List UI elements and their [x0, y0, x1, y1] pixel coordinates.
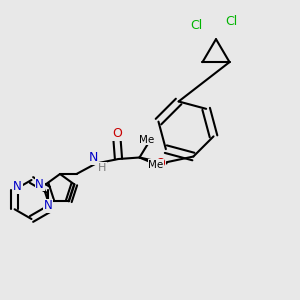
Text: N: N [44, 199, 52, 212]
Text: N: N [88, 151, 98, 164]
Text: Me: Me [140, 134, 154, 145]
Text: N: N [35, 178, 44, 191]
Text: Cl: Cl [190, 19, 202, 32]
Text: Me: Me [148, 160, 164, 170]
Text: Cl: Cl [225, 15, 237, 28]
Text: H: H [98, 163, 106, 173]
Text: O: O [156, 157, 165, 170]
Text: N: N [13, 180, 22, 193]
Text: O: O [112, 127, 122, 140]
